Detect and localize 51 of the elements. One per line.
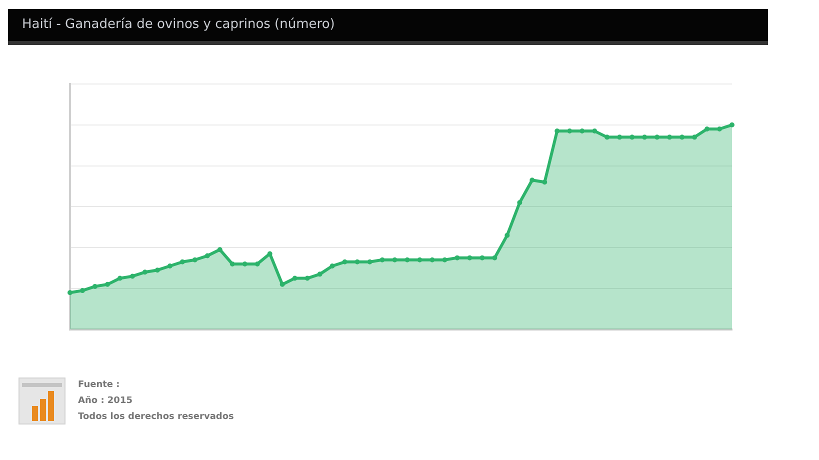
- point: [380, 257, 385, 262]
- point: [467, 255, 472, 260]
- source-note: Fuente :: [78, 379, 121, 392]
- point: [154, 268, 160, 273]
- point: [717, 126, 722, 132]
- point: [592, 128, 598, 134]
- point: [617, 134, 622, 140]
- point: [367, 259, 372, 264]
- point: [92, 284, 98, 289]
- chart-title: Haití - Ganadería de ovinos y caprinos (número): [22, 17, 335, 33]
- point: [667, 134, 672, 140]
- point: [630, 134, 635, 140]
- point: [317, 272, 322, 277]
- point: [692, 134, 698, 140]
- point: [104, 282, 110, 287]
- point: [680, 134, 685, 140]
- point: [417, 257, 422, 262]
- point: [442, 257, 448, 262]
- point: [68, 290, 72, 296]
- point: [292, 276, 298, 281]
- point: [80, 288, 85, 294]
- point: [504, 232, 510, 238]
- text: Año : 2015: [78, 395, 134, 408]
- point: [480, 255, 485, 260]
- point: [404, 257, 410, 262]
- point: [654, 134, 660, 140]
- point: [530, 178, 535, 183]
- point: [130, 274, 135, 279]
- point: [492, 255, 498, 260]
- point: [730, 122, 734, 128]
- point: [517, 200, 522, 206]
- point: [542, 180, 548, 185]
- point: [392, 257, 398, 262]
- point: [230, 261, 235, 266]
- point: [217, 247, 222, 252]
- point: [454, 255, 460, 260]
- point: [642, 134, 648, 140]
- point: [192, 257, 198, 262]
- point: [117, 276, 122, 281]
- point: [280, 282, 285, 287]
- point: [330, 264, 335, 269]
- point: [430, 257, 435, 262]
- point: [354, 259, 360, 264]
- text: Todos los derechos reservados: [78, 411, 234, 424]
- point: [304, 276, 310, 281]
- point: [142, 270, 148, 275]
- point: [342, 259, 348, 264]
- point: [604, 134, 610, 140]
- point: [204, 253, 210, 258]
- point: [180, 259, 185, 264]
- point: [167, 264, 172, 269]
